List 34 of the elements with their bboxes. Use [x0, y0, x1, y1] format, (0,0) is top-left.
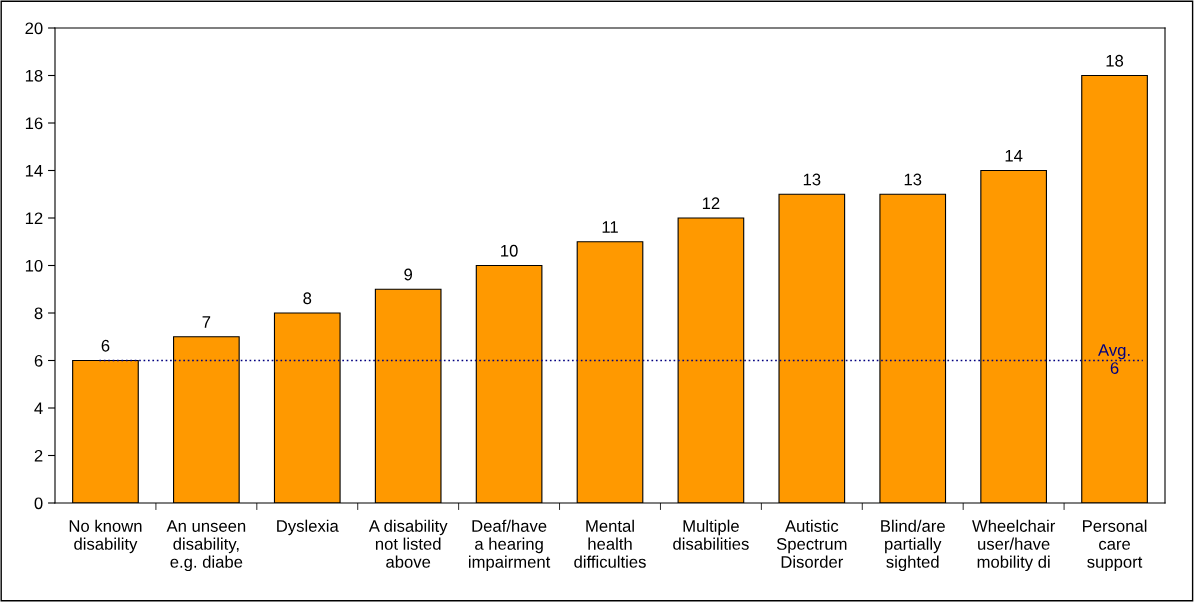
- y-tick-label: 0: [34, 497, 43, 510]
- x-tick-label: No known disability: [69, 519, 142, 554]
- y-tick-label: 10: [25, 259, 43, 272]
- y-tick-label: 16: [25, 117, 43, 130]
- x-tick-label: Multiple disabilities: [673, 519, 749, 550]
- data-label: 10: [501, 244, 518, 257]
- x-tick-label: Autistic Spectrum Disorder: [776, 519, 847, 568]
- y-tick-label: 8: [34, 307, 43, 320]
- data-label: 11: [602, 221, 618, 233]
- y-tick-label: 20: [25, 22, 43, 35]
- data-label: 18: [1106, 54, 1124, 67]
- x-tick-label: Dyslexia: [277, 519, 339, 536]
- data-label: 6: [101, 339, 110, 352]
- x-tick-label: A disability not listed above: [368, 519, 448, 568]
- y-tick-label: 6: [34, 354, 43, 367]
- x-tick-label: Personal care support: [1083, 519, 1147, 572]
- x-tick-label: Deaf/have a hearing impairment: [468, 519, 551, 572]
- data-label: 13: [904, 173, 922, 186]
- x-tick-label: Mental health difficulties: [574, 519, 646, 568]
- x-tick-label: Wheelchair user/have mobility di: [972, 519, 1056, 572]
- x-tick-label: Blind/are partially sighted: [881, 519, 945, 572]
- y-tick-label: 2: [34, 449, 43, 462]
- x-tick-label: An unseen disability, e.g. diabe: [166, 520, 246, 572]
- data-label: 7: [202, 316, 211, 328]
- data-label: 8: [303, 292, 312, 305]
- ref-line-label: Avg. 6: [1098, 344, 1130, 374]
- data-label: 13: [803, 173, 821, 186]
- data-label: 12: [702, 197, 720, 209]
- y-tick-label: 18: [25, 69, 43, 82]
- y-tick-label: 14: [25, 165, 43, 177]
- y-tick-label: 4: [34, 402, 43, 415]
- data-label: 14: [1005, 150, 1023, 162]
- data-label: 9: [404, 268, 413, 281]
- y-tick-label: 12: [25, 212, 43, 225]
